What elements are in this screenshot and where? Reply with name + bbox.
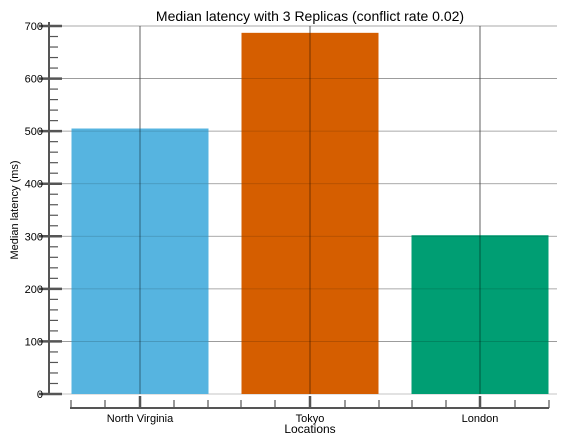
y-tick-label: 300 xyxy=(25,231,43,243)
y-tick-label: 100 xyxy=(25,336,43,348)
chart-title: Median latency with 3 Replicas (conflict… xyxy=(156,8,464,24)
y-tick-label: 600 xyxy=(25,74,43,86)
bars xyxy=(55,25,557,394)
x-axis-label: Locations xyxy=(284,422,335,436)
x-tick-label: London xyxy=(462,413,499,425)
bar-london xyxy=(411,235,549,394)
bar-tokyo xyxy=(241,32,379,394)
axes xyxy=(39,22,550,409)
x-tick-label: North Virginia xyxy=(107,413,174,425)
x-tick-label: Tokyo xyxy=(296,413,325,425)
y-tick-label: 700 xyxy=(25,21,43,33)
y-tick-label: 400 xyxy=(25,179,43,191)
y-tick-label: 200 xyxy=(25,284,43,296)
y-tick-label: 0 xyxy=(37,389,43,401)
y-axis-label: Median latency (ms) xyxy=(9,160,21,259)
y-tick-label: 500 xyxy=(25,126,43,138)
tick-labels: 0 100 200 300 400 500 600 700 North Virginia Toky… xyxy=(25,21,499,425)
bar-north-virginia xyxy=(71,128,209,394)
